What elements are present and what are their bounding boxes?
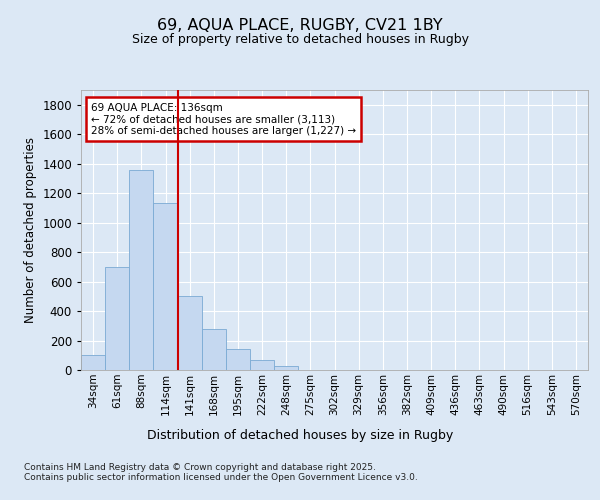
Y-axis label: Number of detached properties: Number of detached properties (23, 137, 37, 323)
Bar (202, 328, 226, 370)
Bar (178, 296, 202, 370)
Text: Size of property relative to detached houses in Rugby: Size of property relative to detached ho… (131, 32, 469, 46)
Text: 69, AQUA PLACE, RUGBY, CV21 1BY: 69, AQUA PLACE, RUGBY, CV21 1BY (157, 18, 443, 32)
Bar (129, 170, 154, 370)
Bar (154, 204, 178, 370)
Bar (274, 366, 298, 370)
Text: Contains public sector information licensed under the Open Government Licence v3: Contains public sector information licen… (24, 472, 418, 482)
Bar (226, 348, 250, 370)
Bar (250, 360, 274, 370)
Text: Contains HM Land Registry data © Crown copyright and database right 2025.: Contains HM Land Registry data © Crown c… (24, 462, 376, 471)
Bar (81, 356, 105, 370)
Text: Distribution of detached houses by size in Rugby: Distribution of detached houses by size … (147, 428, 453, 442)
Bar (105, 267, 129, 370)
Text: 69 AQUA PLACE: 136sqm
← 72% of detached houses are smaller (3,113)
28% of semi-d: 69 AQUA PLACE: 136sqm ← 72% of detached … (91, 102, 356, 136)
